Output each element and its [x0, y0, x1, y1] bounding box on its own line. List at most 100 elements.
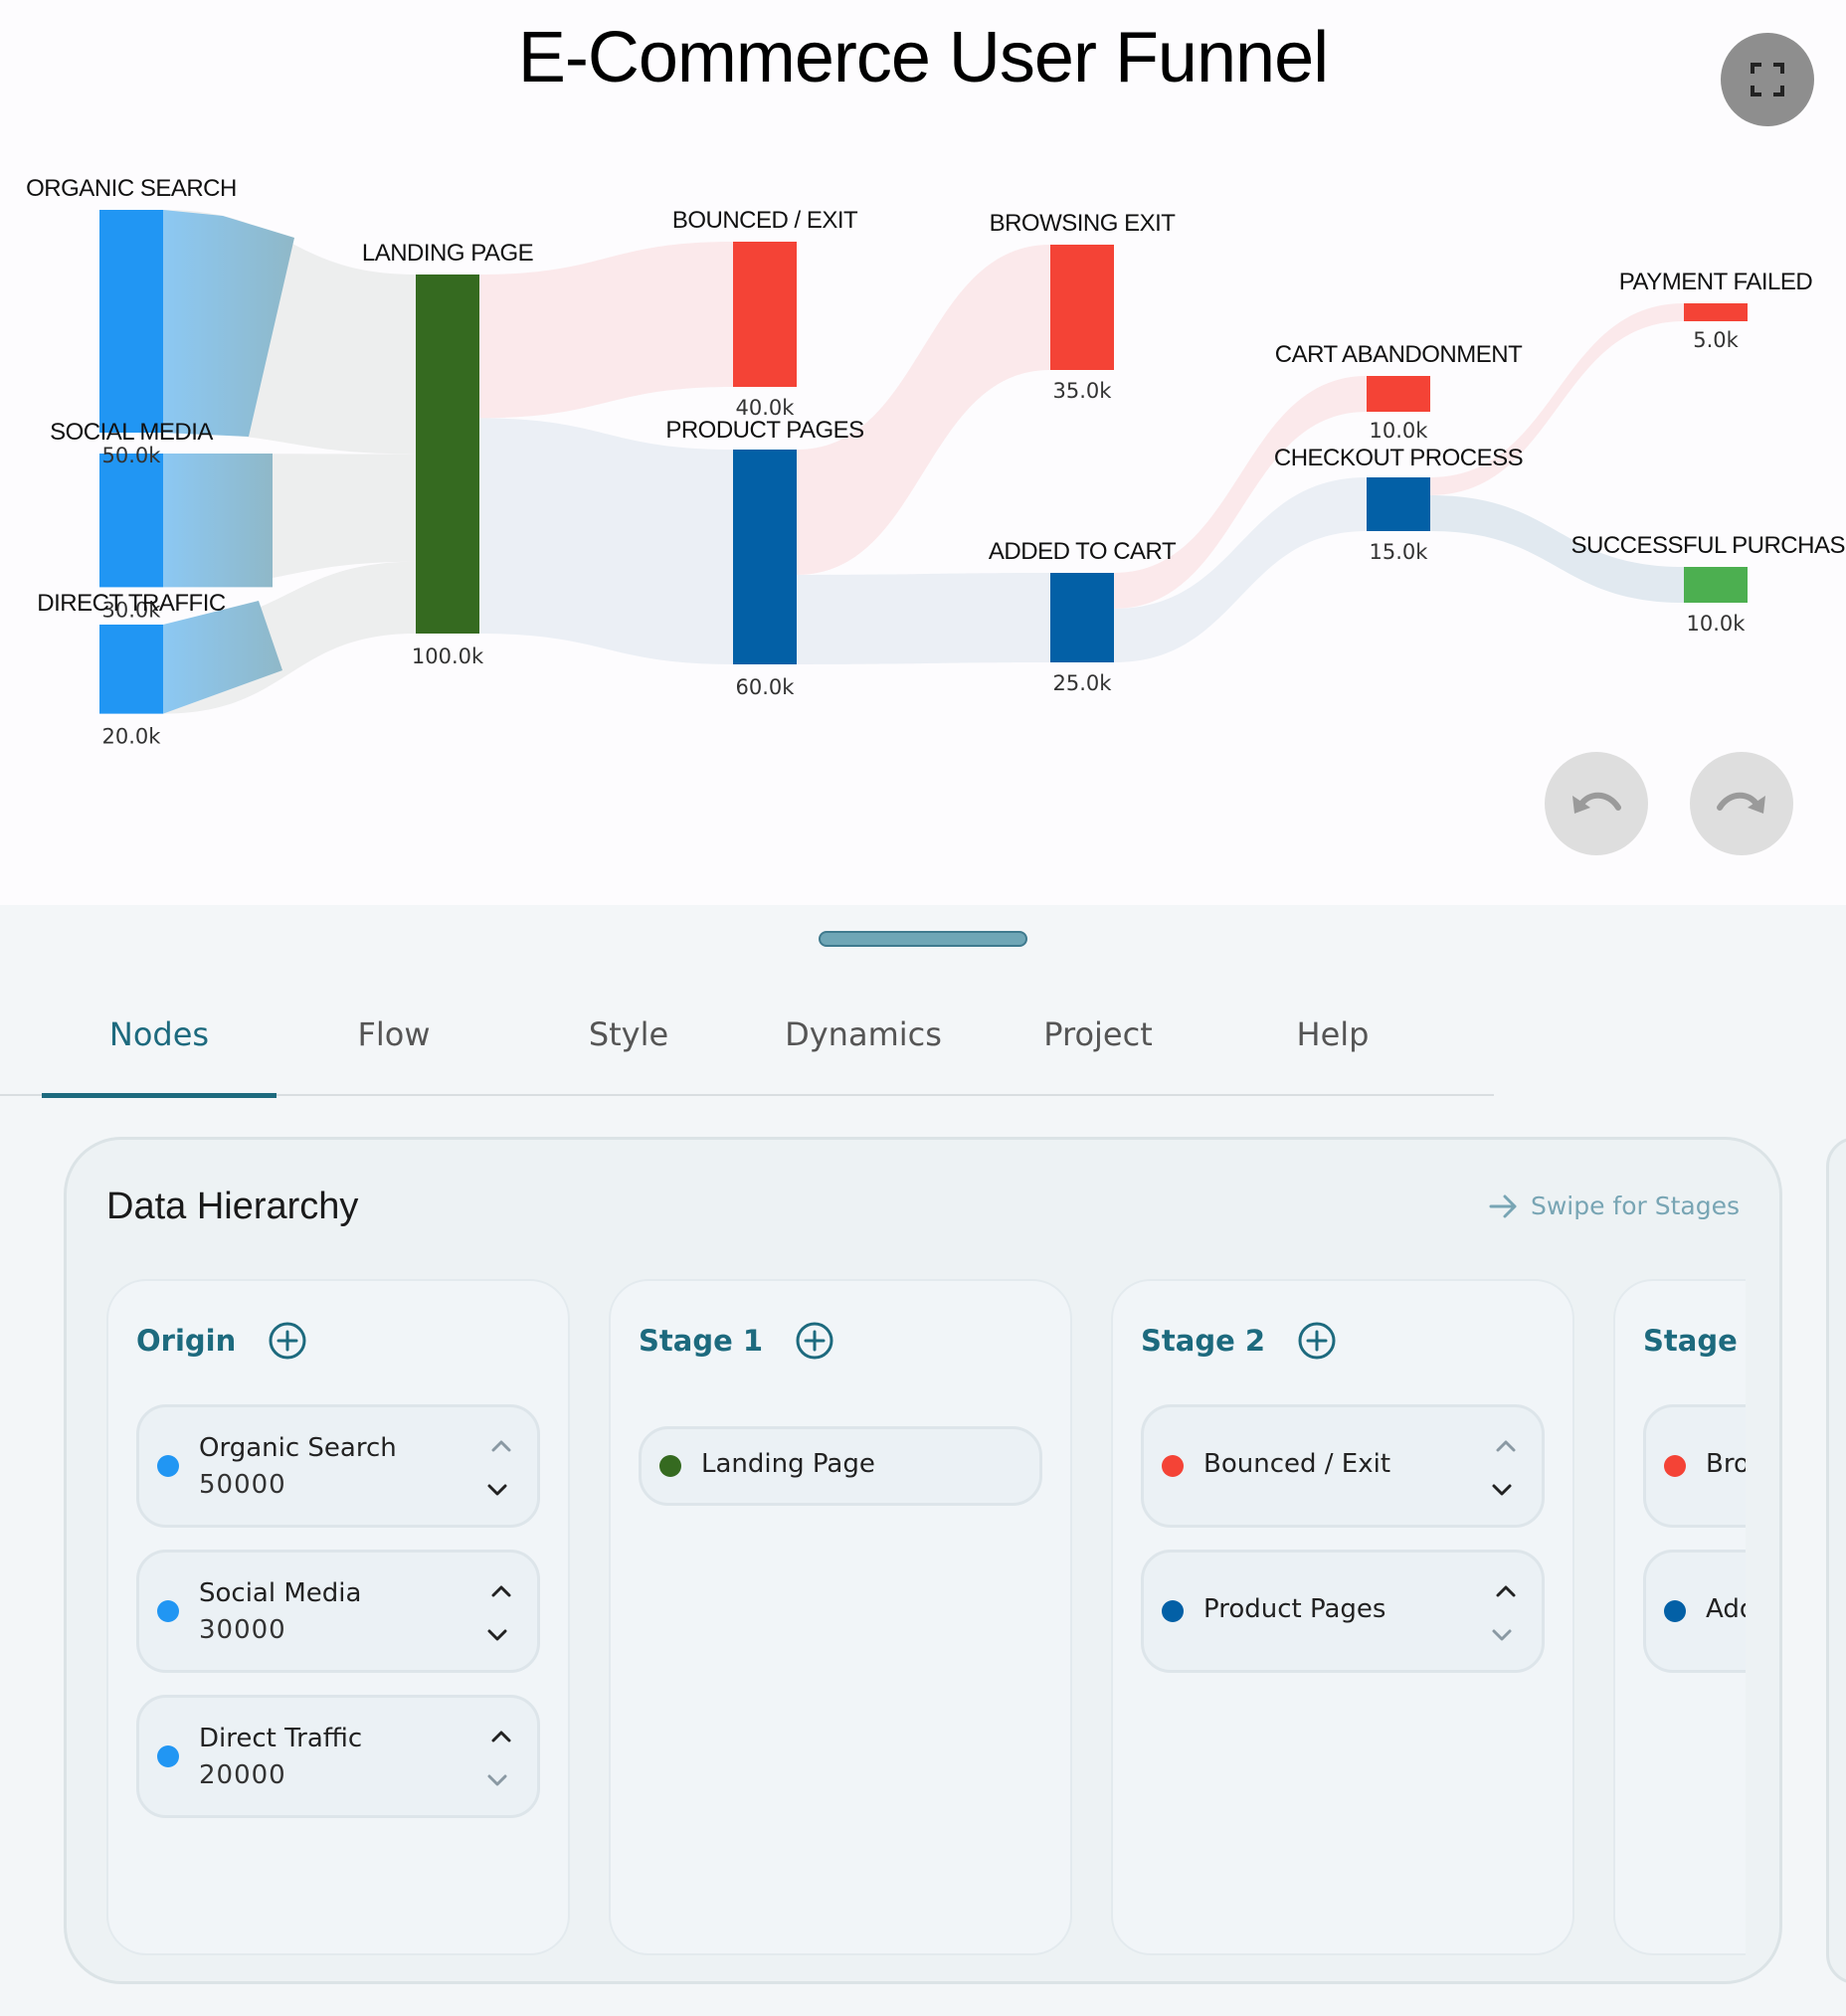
node-card[interactable]: Added to Cart: [1643, 1550, 1746, 1673]
node-name-label: CHECKOUT PROCESS: [1274, 445, 1523, 471]
move-down-icon[interactable]: [485, 1773, 509, 1789]
sankey-node-landing[interactable]: [416, 275, 479, 634]
node-card[interactable]: Product Pages: [1141, 1550, 1545, 1673]
node-name: Browsing Exit: [1706, 1449, 1746, 1479]
node-color-dot[interactable]: [1664, 1600, 1686, 1622]
flow-link-cart-checkout[interactable]: [1114, 477, 1367, 662]
flow-link-checkout-success[interactable]: [1430, 495, 1684, 603]
flow-link-product-cart[interactable]: [797, 573, 1050, 664]
flow-link-cart-abandon[interactable]: [1114, 376, 1367, 609]
undo-button[interactable]: [1545, 752, 1648, 855]
active-tab-indicator: [42, 1093, 277, 1098]
move-down-icon[interactable]: [1490, 1628, 1514, 1644]
node-name-label: PRODUCT PAGES: [665, 417, 863, 444]
node-name-label: SUCCESSFUL PURCHASE: [1570, 532, 1846, 559]
add-node-button[interactable]: [1297, 1321, 1337, 1361]
node-value-label: 40.0k: [736, 396, 796, 420]
move-down-icon[interactable]: [485, 1628, 509, 1644]
flow-link-checkout-failed[interactable]: [1430, 303, 1684, 495]
node-name: Social Media: [199, 1578, 362, 1608]
node-card[interactable]: Landing Page: [639, 1426, 1042, 1506]
stage-column-2: Stage 2 Bounced / Exit Product Pages: [1111, 1279, 1574, 1955]
add-node-button[interactable]: [268, 1321, 307, 1361]
node-card[interactable]: Bounced / Exit: [1141, 1404, 1545, 1528]
flow-link-landing-bounced[interactable]: [479, 242, 733, 419]
drag-handle[interactable]: [819, 931, 1027, 947]
node-name: Organic Search: [199, 1433, 397, 1463]
tab-help[interactable]: Help: [1296, 1015, 1370, 1053]
swipe-hint[interactable]: Swipe for Stages: [1489, 1191, 1740, 1220]
node-name-label: BOUNCED / EXIT: [672, 207, 858, 234]
move-up-icon[interactable]: [489, 1437, 513, 1453]
move-down-icon[interactable]: [1490, 1483, 1514, 1499]
node-value-label: 25.0k: [1053, 671, 1113, 695]
flow-link-landing-product[interactable]: [479, 418, 733, 664]
source-gradient-direct: [163, 601, 282, 714]
plus-circle-icon: [1298, 1322, 1336, 1360]
node-value: 30000: [199, 1615, 286, 1645]
node-card[interactable]: Social Media 30000: [136, 1550, 540, 1673]
sankey-node-direct[interactable]: [99, 625, 163, 714]
stage-column-3: Stage 3 Browsing Exit Added to Cart: [1613, 1279, 1746, 1955]
node-value-label: 35.0k: [1053, 379, 1113, 403]
node-color-dot[interactable]: [659, 1455, 681, 1477]
move-up-icon[interactable]: [489, 1728, 513, 1743]
node-value-label: 20.0k: [102, 725, 162, 749]
flow-link-product-browsing[interactable]: [797, 245, 1050, 575]
move-down-icon[interactable]: [485, 1483, 509, 1499]
redo-icon: [1717, 792, 1765, 814]
node-name: Bounced / Exit: [1203, 1449, 1391, 1479]
stage-column-header: Stage 1: [639, 1321, 834, 1361]
node-name-label: ORGANIC SEARCH: [26, 175, 237, 202]
redo-button[interactable]: [1690, 752, 1793, 855]
add-node-button[interactable]: [795, 1321, 834, 1361]
node-card[interactable]: Browsing Exit: [1643, 1404, 1746, 1528]
move-up-icon[interactable]: [489, 1582, 513, 1598]
move-up-icon[interactable]: [1494, 1582, 1518, 1598]
node-color-dot[interactable]: [1162, 1455, 1184, 1477]
arrow-right-icon: [1489, 1194, 1517, 1217]
sankey-node-success[interactable]: [1684, 567, 1748, 603]
sankey-node-organic[interactable]: [99, 210, 163, 433]
node-name-label: DIRECT TRAFFIC: [37, 590, 226, 617]
node-value-label: 30.0k: [102, 598, 162, 622]
tab-style[interactable]: Style: [588, 1015, 669, 1053]
hierarchy-title: Data Hierarchy: [106, 1186, 359, 1227]
tab-nodes[interactable]: Nodes: [108, 1015, 210, 1053]
node-value-label: 5.0k: [1693, 328, 1739, 352]
sankey-node-product[interactable]: [733, 450, 797, 664]
stage-title: Stage 2: [1141, 1324, 1266, 1358]
tab-flow[interactable]: Flow: [357, 1015, 431, 1053]
chart-title: E-Commerce User Funnel: [518, 18, 1328, 97]
tab-project[interactable]: Project: [1043, 1015, 1153, 1053]
stage-column-header: Stage 2: [1141, 1321, 1337, 1361]
sankey-node-checkout[interactable]: [1367, 477, 1430, 531]
node-card[interactable]: Organic Search 50000: [136, 1404, 540, 1528]
stage-columns[interactable]: Origin Organic Search 50000 Social Media 3…: [106, 1279, 1746, 1955]
node-card[interactable]: Direct Traffic 20000: [136, 1695, 540, 1818]
fullscreen-icon: [1751, 63, 1784, 96]
node-color-dot[interactable]: [157, 1455, 179, 1477]
node-name: Added to Cart: [1706, 1594, 1746, 1624]
sankey-node-abandon[interactable]: [1367, 376, 1430, 412]
sankey-node-cart[interactable]: [1050, 573, 1114, 662]
node-color-dot[interactable]: [1162, 1600, 1184, 1622]
sankey-node-social[interactable]: [99, 454, 163, 588]
source-gradient-organic: [163, 210, 294, 437]
node-name: Landing Page: [701, 1449, 875, 1479]
move-up-icon[interactable]: [1494, 1437, 1518, 1453]
sankey-node-browsing[interactable]: [1050, 245, 1114, 370]
stage-title: Stage 1: [639, 1324, 764, 1358]
node-color-dot[interactable]: [157, 1600, 179, 1622]
node-name-label: CART ABANDONMENT: [1275, 341, 1523, 368]
tab-dynamics[interactable]: Dynamics: [785, 1015, 942, 1053]
node-color-dot[interactable]: [1664, 1455, 1686, 1477]
node-color-dot[interactable]: [157, 1745, 179, 1767]
node-value: 20000: [199, 1760, 286, 1790]
node-name: Product Pages: [1203, 1594, 1386, 1624]
sankey-node-failed[interactable]: [1684, 303, 1748, 321]
fullscreen-button[interactable]: [1721, 33, 1814, 126]
next-card-peek: [1826, 1137, 1846, 1984]
node-value-label: 50.0k: [102, 444, 162, 467]
sankey-node-bounced[interactable]: [733, 242, 797, 387]
